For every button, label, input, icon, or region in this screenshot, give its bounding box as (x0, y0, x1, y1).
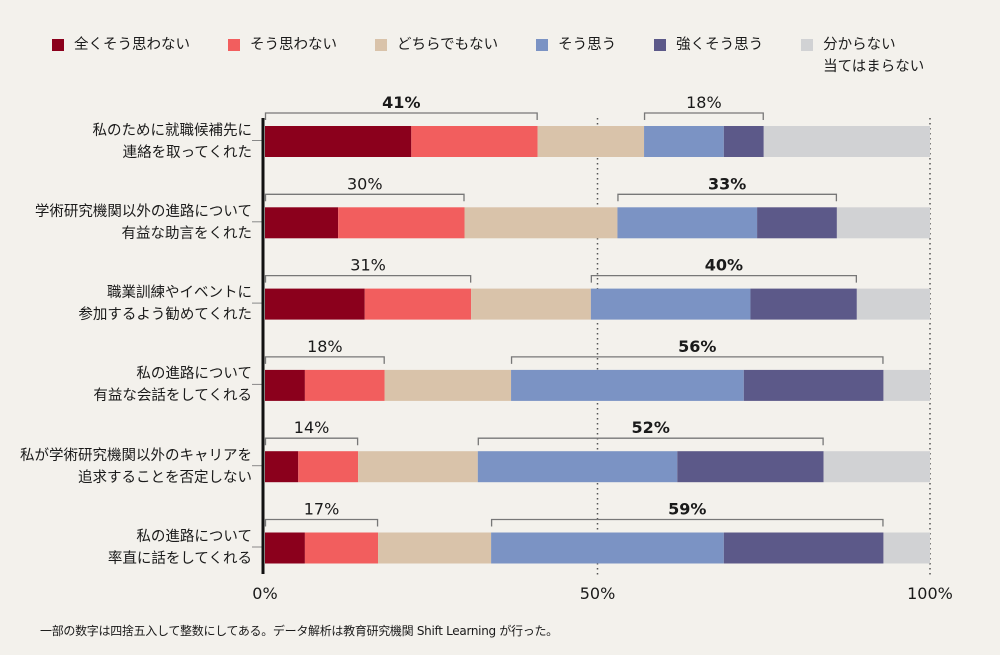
bar-segment (883, 369, 930, 401)
bar-segment (338, 207, 465, 239)
disagree-percent-label: 17% (304, 500, 340, 519)
legend-label: そう思う (558, 37, 617, 53)
legend-label: どちらでもない (397, 37, 499, 53)
bar-segment (511, 369, 744, 401)
disagree-bracket (264, 518, 379, 527)
bar-segment (411, 126, 538, 157)
disagree-bracket (264, 112, 538, 120)
bar-segment (537, 126, 645, 157)
category-label: 学術研究機関以外の進路について 有益な助言をくれた (34, 203, 252, 242)
bar-segment (856, 288, 930, 320)
legend-item-disagree: そう思わない (228, 34, 337, 78)
bar-segment (723, 126, 764, 157)
bar-segment (644, 126, 724, 157)
agree-percent-label: 52% (632, 418, 670, 437)
legend-item-dont-know: 分からない 当てはまらない (801, 34, 924, 78)
legend-swatch (536, 39, 549, 51)
bar-segment (477, 451, 678, 483)
agree-percent-label: 40% (705, 256, 743, 275)
bar-segment (304, 532, 379, 564)
category-label: 職業訓練やイベントに 参加するよう勧めてくれた (78, 285, 252, 324)
disagree-bracket (264, 437, 359, 446)
bar-segment (617, 207, 758, 239)
x-tick-label: 50% (580, 584, 616, 603)
agree-bracket (490, 518, 884, 527)
bar-segment (265, 126, 412, 157)
gridlines (596, 118, 931, 578)
agree-percent-label: 59% (668, 500, 706, 519)
disagree-percent-label: 30% (347, 174, 383, 193)
bar-segment (491, 532, 724, 564)
disagree-percent-label: 31% (350, 256, 386, 275)
disagree-bracket (264, 356, 385, 364)
bar-segment (265, 532, 305, 564)
legend-label: 分からない 当てはまらない (823, 37, 925, 75)
legend: 全くそう思わない そう思わない どちらでもない そう思う 強くそう思う 分からな… (52, 34, 924, 78)
category-label: 私の進路について 率直に話をしてくれる (107, 529, 252, 567)
bar-segment (677, 451, 824, 483)
bar-segment (723, 532, 884, 564)
bar-segment (590, 288, 751, 320)
bar-segment (358, 451, 478, 483)
agree-bracket (510, 356, 884, 364)
disagree-percent-label: 18% (307, 337, 343, 356)
legend-label: 全くそう思わない (74, 37, 190, 53)
agree-bracket (590, 274, 857, 283)
legend-item-neutral: どちらでもない (375, 34, 498, 78)
legend-item-strongly-disagree: 全くそう思わない (52, 34, 190, 78)
bar-segment (471, 288, 591, 320)
agree-percent-label: 33% (708, 174, 746, 193)
legend-label: 強くそう思う (676, 37, 764, 53)
legend-swatch (801, 39, 814, 51)
disagree-bracket (264, 274, 472, 283)
x-tick-label: 100% (907, 584, 953, 603)
agree-bracket (617, 193, 838, 202)
legend-swatch (228, 39, 240, 51)
disagree-percent-label: 41% (382, 93, 420, 112)
bar-segment (265, 288, 365, 320)
disagree-bracket (264, 193, 465, 202)
bar-segment (265, 369, 305, 401)
agree-percent-label: 18% (686, 93, 722, 112)
bar-segment (883, 532, 930, 564)
legend-label: そう思わない (250, 37, 337, 53)
x-axis-ticks: 0% 50% 100% (252, 584, 953, 603)
bar-segment (265, 207, 339, 239)
bar-segment (304, 369, 385, 401)
bar-segment (743, 369, 884, 401)
bar-segment (763, 126, 930, 157)
footnote: 一部の数字は四捨五入して整数にしてある。データ解析は教育研究機関 Shift L… (40, 624, 558, 638)
legend-item-agree: そう思う (536, 34, 616, 78)
agree-bracket (643, 112, 764, 120)
annotation-brackets: 41% 18% 30% 33% 31% 40% 18% 56% 14% 52% 17% 59% (264, 93, 884, 527)
bars (252, 126, 930, 564)
agree-bracket (477, 437, 824, 446)
category-label: 私が学術研究機関以外のキャリアを 追求することを否定しない (20, 447, 252, 486)
legend-swatch (52, 39, 64, 51)
legend-swatch (654, 39, 667, 51)
disagree-percent-label: 14% (294, 418, 330, 437)
bar-segment (757, 207, 837, 239)
bar-segment (384, 369, 512, 401)
bar-segment (836, 207, 930, 239)
bar-segment (364, 288, 472, 320)
bar-segment (750, 288, 857, 320)
bar-segment (823, 451, 930, 483)
x-tick-label: 0% (252, 584, 277, 603)
bar-segment (378, 532, 492, 564)
category-label: 私のために就職候補先に 連絡を取ってくれた (92, 122, 253, 161)
bar-segment (464, 207, 618, 239)
legend-item-strongly-agree: 強くそう思う (654, 34, 763, 78)
legend-swatch (375, 39, 387, 51)
agree-percent-label: 56% (678, 337, 716, 356)
category-label: 私の進路について 有益な会話をしてくれる (93, 366, 252, 405)
bar-segment (265, 451, 299, 483)
bar-segment (298, 451, 359, 483)
